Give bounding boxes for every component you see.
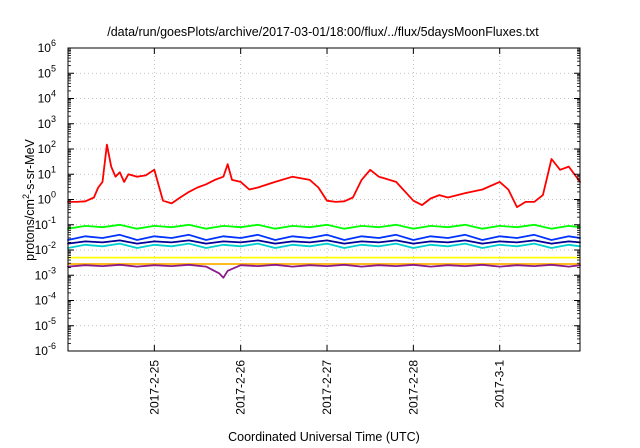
y-tick-label: 10-2 xyxy=(35,240,56,257)
x-tick-label: 2017-3-1 xyxy=(493,360,507,408)
x-tick-label: 2017-2-25 xyxy=(147,360,161,415)
series-line-8 xyxy=(67,263,581,279)
series-line-5 xyxy=(67,239,581,245)
y-tick-label: 10-5 xyxy=(35,316,56,333)
y-tick-label: 10-3 xyxy=(35,265,56,282)
x-tick-label: 2017-2-28 xyxy=(406,360,420,415)
y-tick-label: 102 xyxy=(38,139,56,156)
series-line-2 xyxy=(67,223,581,230)
x-tick-label: 2017-2-26 xyxy=(234,360,248,415)
y-axis-label-units: -s-sr-MeV xyxy=(23,138,37,194)
x-axis-label: Coordinated Universal Time (UTC) xyxy=(228,430,420,444)
y-tick-labels: 10-6 10-5 10-4 10-3 10-2 10-1 100 101 102 103 104 1… xyxy=(35,38,56,358)
axis-ticks xyxy=(68,47,580,352)
y-tick-label: 103 xyxy=(38,114,56,131)
y-tick-label: 10-4 xyxy=(35,291,56,308)
series-line-3 xyxy=(67,233,581,241)
grid-lines xyxy=(68,48,580,351)
y-tick-label: 100 xyxy=(38,190,56,207)
y-tick-label: 106 xyxy=(38,38,56,55)
y-axis-label-base: protons/cm xyxy=(23,199,37,261)
y-tick-label: 10-6 xyxy=(35,341,56,358)
x-tick-labels: 2017-2-25 2017-2-26 2017-2-27 2017-2-28 2017… xyxy=(147,360,506,415)
series-line-1 xyxy=(67,143,581,209)
series-line-4 xyxy=(67,242,581,249)
y-tick-label: 105 xyxy=(38,63,56,80)
x-tick-label: 2017-2-27 xyxy=(320,360,334,415)
y-axis-label-exponent: 2 xyxy=(21,194,31,199)
y-tick-label: 104 xyxy=(38,89,56,106)
y-axis-label: protons/cm2-s-sr-MeV xyxy=(21,138,37,260)
y-tick-label: 10-1 xyxy=(35,215,56,232)
y-tick-label: 101 xyxy=(38,164,56,181)
data-series xyxy=(67,143,581,279)
chart-title: /data/run/goesPlots/archive/2017-03-01/1… xyxy=(107,25,539,39)
